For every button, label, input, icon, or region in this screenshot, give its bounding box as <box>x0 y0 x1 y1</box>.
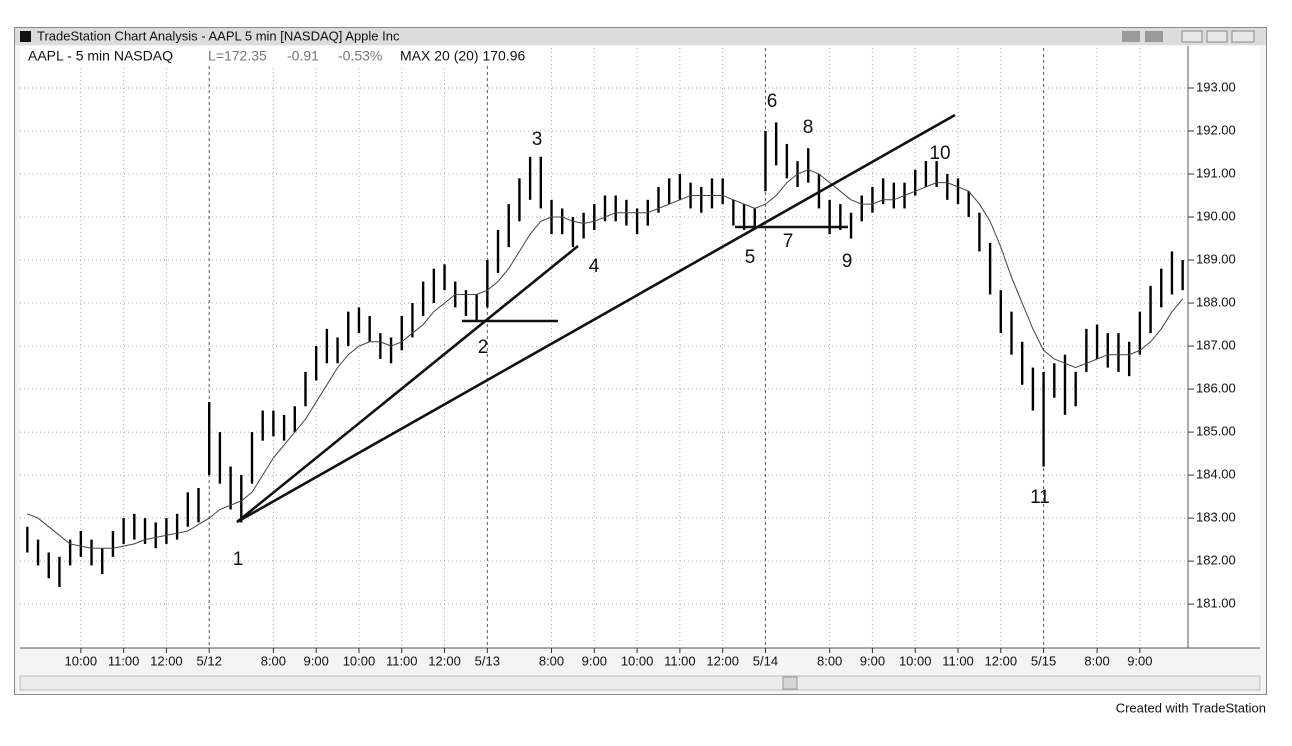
annotation: 11 <box>1030 487 1050 508</box>
y-tick-label: 181.00 <box>1196 596 1236 611</box>
annotation: 7 <box>783 231 794 252</box>
y-tick-label: 187.00 <box>1196 338 1236 353</box>
y-tick-label: 183.00 <box>1196 510 1236 525</box>
x-tick-label: 11:00 <box>386 653 418 668</box>
annotation: 3 <box>532 129 543 150</box>
x-tick-label: 8:00 <box>817 653 842 668</box>
y-tick-label: 190.00 <box>1196 208 1236 223</box>
y-tick-label: 186.00 <box>1196 381 1236 396</box>
x-tick-label: 9:00 <box>1127 653 1152 668</box>
x-tick-label: 10:00 <box>343 653 376 668</box>
x-tick-label: 9:00 <box>304 653 329 668</box>
minimize-button[interactable] <box>1181 30 1203 43</box>
close-button[interactable] <box>1231 30 1255 43</box>
x-tick-label: 11:00 <box>942 653 974 668</box>
scrollbar-thumb[interactable] <box>782 676 798 690</box>
percent-change: -0.53% <box>338 48 382 64</box>
x-tick-label: 10:00 <box>621 653 654 668</box>
x-tick-label: 9:00 <box>860 653 885 668</box>
indicator-label: MAX 20 (20) 170.96 <box>400 48 526 64</box>
annotation: 4 <box>589 256 600 277</box>
title-bar <box>15 28 1266 45</box>
marks <box>26 122 1184 587</box>
annotation: 1 <box>233 549 244 570</box>
annotation: 8 <box>803 117 814 138</box>
annotation: 9 <box>842 251 853 272</box>
x-tick-label: 11:00 <box>108 653 140 668</box>
x-tick-label: 8:00 <box>539 653 564 668</box>
y-tick-label: 185.00 <box>1196 424 1236 439</box>
price-axis <box>1188 46 1260 648</box>
trend-line <box>236 244 579 524</box>
last-price: L=172.35 <box>208 48 267 64</box>
x-tick-label: 12:00 <box>706 653 739 668</box>
annotation: 10 <box>929 143 950 164</box>
x-tick-label: 10:00 <box>899 653 932 668</box>
symbol: AAPL - 5 min NASDAQ <box>28 48 173 64</box>
toolbar-button[interactable] <box>1122 31 1140 42</box>
y-tick-label: 182.00 <box>1196 553 1236 568</box>
annotation: 6 <box>767 91 778 112</box>
y-tick-label: 191.00 <box>1196 165 1236 180</box>
x-tick-label: 8:00 <box>261 653 286 668</box>
net-change: -0.91 <box>287 48 319 64</box>
x-tick-label: 12:00 <box>985 653 1018 668</box>
x-tick-label: 8:00 <box>1084 653 1109 668</box>
y-tick-label: 193.00 <box>1196 79 1236 94</box>
x-tick-label: 9:00 <box>582 653 607 668</box>
footer-credit: Created with TradeStation <box>1116 700 1266 715</box>
x-tick-label: 5/13 <box>475 653 500 668</box>
x-tick-label: 5/12 <box>197 653 222 668</box>
y-tick-label: 184.00 <box>1196 467 1236 482</box>
x-tick-label: 10:00 <box>65 653 98 668</box>
annotation: 2 <box>478 337 489 358</box>
moving-average <box>27 169 1184 549</box>
x-tick-label: 12:00 <box>428 653 461 668</box>
toolbar-button[interactable] <box>1145 31 1163 42</box>
window-title: TradeStation Chart Analysis - AAPL 5 min… <box>37 28 400 43</box>
y-tick-label: 188.00 <box>1196 294 1236 309</box>
trend-lines <box>236 113 956 524</box>
header-background <box>22 48 550 65</box>
x-tick-label: 12:00 <box>150 653 183 668</box>
x-tick-label: 5/15 <box>1031 653 1056 668</box>
y-tick-label: 189.00 <box>1196 251 1236 266</box>
trend-line <box>236 113 956 524</box>
maximize-button[interactable] <box>1206 30 1228 43</box>
scrollbar[interactable] <box>19 675 1261 691</box>
x-tick-label: 5/14 <box>753 653 778 668</box>
plot-area <box>20 46 1188 648</box>
app-icon <box>20 31 31 42</box>
x-tick-label: 11:00 <box>664 653 696 668</box>
annotation: 5 <box>745 247 756 268</box>
y-tick-label: 192.00 <box>1196 122 1236 137</box>
chart-header: AAPL - 5 min NASDAQ L=172.35 -0.91 -0.53… <box>22 48 550 65</box>
